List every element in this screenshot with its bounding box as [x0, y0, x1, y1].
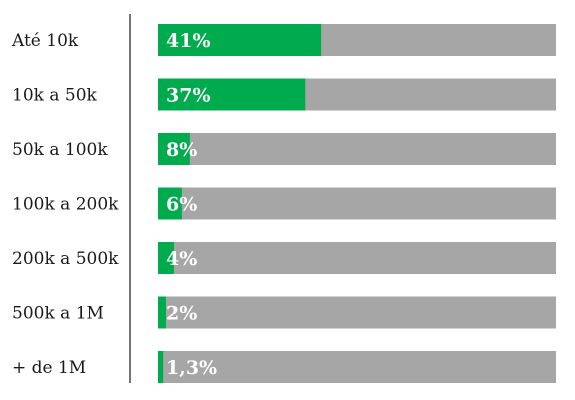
- bar-row: 100k a 200k 6%: [12, 187, 556, 220]
- value-label: 37%: [166, 85, 211, 107]
- category-label: Até 10k: [11, 31, 79, 51]
- bar: [158, 296, 166, 329]
- bar-track: [158, 351, 556, 383]
- bar-track: [158, 296, 556, 329]
- bar-row: 500k a 1M 2%: [12, 296, 556, 329]
- category-label: 10k a 50k: [12, 86, 98, 106]
- bar: [158, 351, 164, 383]
- value-label: 2%: [166, 303, 197, 325]
- value-label: 6%: [166, 194, 197, 216]
- category-label: 100k a 200k: [12, 195, 119, 215]
- bar-row: 10k a 50k 37%: [12, 78, 556, 111]
- category-label: 500k a 1M: [12, 304, 104, 324]
- bar-row: 200k a 500k 4%: [12, 242, 556, 274]
- category-label: + de 1M: [12, 358, 86, 378]
- value-label: 1,3%: [166, 357, 217, 379]
- category-label: 50k a 100k: [12, 140, 108, 160]
- bar: [158, 187, 182, 220]
- bar-row: + de 1M 1,3%: [12, 351, 556, 383]
- bar: [158, 242, 174, 274]
- bar-row: Até 10k 41%: [11, 24, 556, 56]
- value-label: 41%: [166, 30, 211, 52]
- bar: [158, 78, 306, 111]
- bar-track: [158, 242, 556, 274]
- value-label: 4%: [166, 248, 197, 270]
- category-label: 200k a 500k: [12, 249, 119, 269]
- bar: [158, 24, 322, 56]
- value-label: 8%: [166, 139, 197, 161]
- bar-row: 50k a 100k 8%: [12, 133, 556, 165]
- bar-track: [158, 133, 556, 165]
- bar: [158, 133, 190, 165]
- bar-track: [158, 187, 556, 220]
